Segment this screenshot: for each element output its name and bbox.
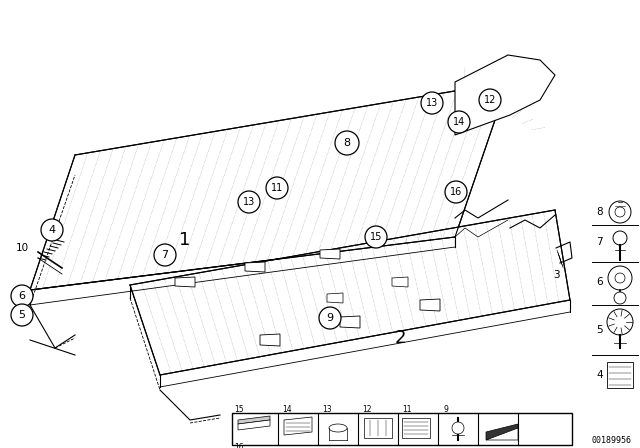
Text: 14: 14 [282,405,292,414]
Circle shape [609,201,631,223]
Text: 15: 15 [370,232,382,242]
Polygon shape [175,277,195,287]
Text: 6: 6 [596,277,603,287]
Text: 16: 16 [450,187,462,197]
Text: 5: 5 [596,325,603,335]
Text: 00189956: 00189956 [592,436,632,445]
Text: 5: 5 [19,310,26,320]
Polygon shape [607,362,633,388]
Polygon shape [327,293,343,303]
Text: 13: 13 [243,197,255,207]
Text: 15: 15 [234,405,244,414]
Text: 7: 7 [161,250,168,260]
Text: 4: 4 [596,370,603,380]
Text: 8: 8 [344,138,351,148]
Polygon shape [238,416,270,424]
Polygon shape [245,262,265,272]
Text: 14: 14 [453,117,465,127]
Text: 13: 13 [322,405,332,414]
Text: 12: 12 [362,405,371,414]
Polygon shape [130,210,570,375]
Circle shape [607,309,633,335]
Text: 7: 7 [596,237,603,247]
Circle shape [421,92,443,114]
Polygon shape [284,417,312,435]
Polygon shape [455,55,555,135]
Polygon shape [340,316,360,328]
Circle shape [238,191,260,213]
Polygon shape [320,249,340,259]
Polygon shape [402,418,430,438]
Text: 10: 10 [15,243,29,253]
Circle shape [11,304,33,326]
Polygon shape [420,299,440,311]
Text: 13: 13 [426,98,438,108]
Text: 11: 11 [402,405,412,414]
Text: 8: 8 [596,207,603,217]
Circle shape [445,181,467,203]
Polygon shape [30,82,508,290]
Text: 6: 6 [19,291,26,301]
Polygon shape [392,277,408,287]
Text: 16: 16 [234,443,244,448]
Circle shape [448,111,470,133]
Circle shape [365,226,387,248]
Circle shape [335,131,359,155]
Ellipse shape [329,424,347,432]
Polygon shape [364,418,392,438]
Circle shape [614,292,626,304]
Text: 4: 4 [49,225,56,235]
Polygon shape [238,420,270,430]
Polygon shape [486,424,518,440]
Text: 1: 1 [179,231,191,249]
Circle shape [11,285,33,307]
Polygon shape [486,428,518,440]
Circle shape [41,219,63,241]
Circle shape [613,231,627,245]
Circle shape [608,266,632,290]
Circle shape [452,422,464,434]
Polygon shape [260,334,280,346]
Text: 9: 9 [326,313,333,323]
Circle shape [266,177,288,199]
Text: 12: 12 [484,95,496,105]
Circle shape [154,244,176,266]
Text: 11: 11 [271,183,283,193]
Text: 2: 2 [394,329,406,347]
Text: 9: 9 [444,405,449,414]
Circle shape [479,89,501,111]
Circle shape [319,307,341,329]
Text: 3: 3 [553,270,559,280]
